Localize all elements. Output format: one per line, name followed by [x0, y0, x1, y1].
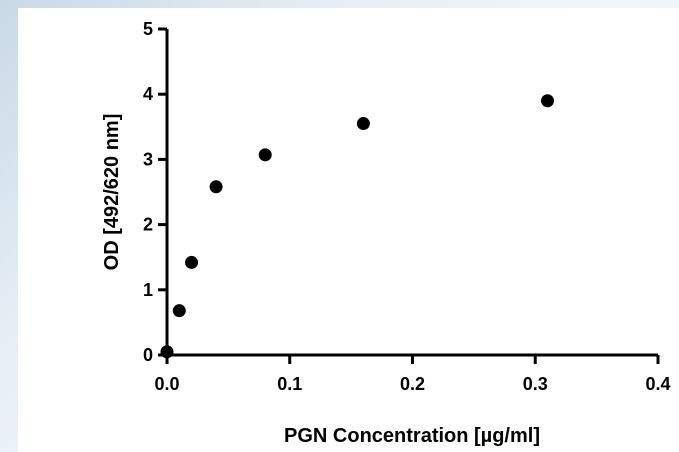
data-point: [185, 255, 199, 269]
data-point: [356, 117, 370, 131]
x-tick-label: 0.2: [400, 374, 425, 394]
data-point: [258, 148, 272, 162]
y-tick-label: 3: [143, 149, 153, 169]
y-axis-title: OD [492/620 nm]: [101, 114, 123, 271]
x-axis-title: PGN Concentration [µg/ml]: [284, 425, 540, 447]
x-tick-label: 0.3: [523, 374, 548, 394]
y-tick-label: 1: [143, 280, 153, 300]
axes: [165, 29, 658, 357]
y-tick-label: 2: [143, 215, 153, 235]
y-tick-label: 4: [143, 84, 153, 104]
y-tick-label: 0: [143, 345, 153, 365]
data-point: [541, 94, 555, 108]
data-point: [160, 345, 174, 359]
x-tick-label: 0.0: [154, 374, 179, 394]
ticks: 0 1 2 3 4 5 0.0 0.1 0.2 0.3 0.4: [143, 19, 671, 394]
data-point: [172, 304, 186, 318]
x-tick-label: 0.4: [645, 374, 670, 394]
data-point: [209, 180, 223, 194]
chart-panel: [18, 8, 679, 452]
y-tick-label: 5: [143, 19, 153, 39]
data-points: [160, 94, 555, 359]
x-tick-label: 0.1: [277, 374, 302, 394]
